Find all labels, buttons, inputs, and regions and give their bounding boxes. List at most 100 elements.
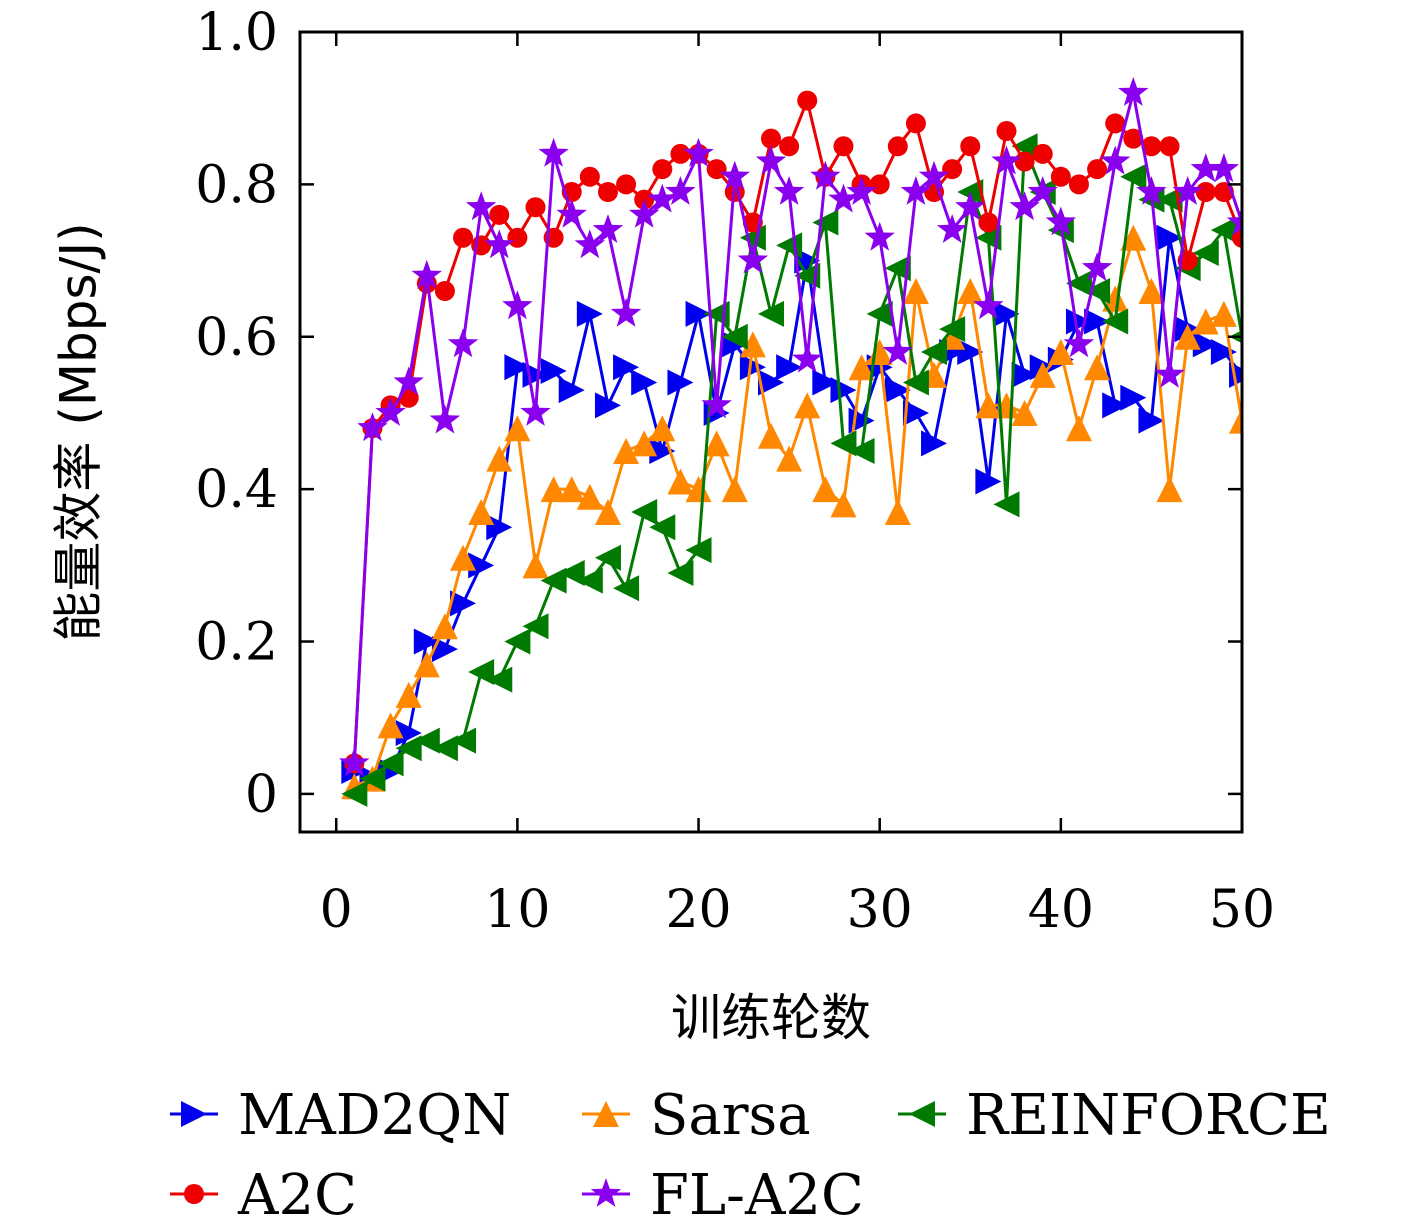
a2c-point: [507, 227, 528, 248]
sarsa-point: [613, 438, 640, 465]
mad2qn-point: [1065, 308, 1092, 335]
mad2qn-point: [613, 354, 640, 381]
x-tick-label: 30: [847, 880, 913, 940]
mad2qn-point: [468, 552, 495, 579]
mad2qn-point: [1011, 361, 1038, 388]
fl-a2c-point: [629, 198, 660, 228]
a2c-point: [869, 174, 890, 195]
fl-a2c-point: [1118, 77, 1149, 106]
sarsa-point: [1210, 300, 1237, 327]
a2c-point: [1159, 136, 1180, 157]
mad2qn-point: [975, 468, 1002, 495]
sarsa-point: [866, 339, 893, 365]
reinforce-point: [613, 575, 640, 602]
reinforce-point: [1210, 217, 1237, 244]
mad2qn-point: [902, 399, 929, 426]
a2c-point: [652, 159, 673, 180]
sarsa-point: [486, 445, 513, 472]
fl-a2c-point: [429, 404, 461, 434]
sarsa-point: [594, 499, 621, 525]
fl-a2c-point: [1226, 206, 1242, 236]
fl-a2c-point: [1190, 153, 1221, 183]
fl-a2c-point: [1009, 191, 1040, 221]
reinforce-point: [884, 255, 911, 282]
y-tick-label: 0.4: [195, 460, 278, 520]
fl-a2c-point: [1154, 358, 1185, 388]
fl-a2c-point: [610, 297, 642, 327]
sarsa-point: [957, 278, 984, 305]
a2c-point: [978, 212, 999, 233]
fl-a2c-line: [352, 91, 1242, 764]
reinforce-point: [830, 430, 857, 457]
a2c-point: [579, 166, 600, 187]
mad2qn-point: [450, 590, 477, 617]
fl-a2c-point: [538, 137, 569, 167]
a2c-point: [1068, 174, 1089, 195]
mad2qn-point: [921, 430, 948, 457]
fl-a2c-point: [864, 221, 895, 251]
reinforce-point: [468, 659, 495, 685]
fl-a2c-point: [810, 160, 841, 190]
sarsa-point: [1156, 476, 1183, 503]
ticks-layer: 0 10 20 30 40 50 0 0.2 0.4 0.6 0.8 1.0: [195, 3, 1275, 940]
mad2qn-point: [558, 377, 585, 404]
fl-a2c-point: [828, 183, 859, 213]
fl-a2c-point: [357, 412, 388, 442]
a2c-point: [670, 143, 691, 164]
sarsa-point: [1047, 339, 1074, 365]
fl-a2c-point: [375, 397, 406, 426]
fl-a2c-point: [991, 145, 1022, 175]
sarsa-point: [558, 476, 585, 503]
reinforce-point: [667, 559, 694, 586]
legend-label: Sarsa: [650, 1083, 811, 1148]
sarsa-point: [776, 445, 803, 472]
legend: MAD2QN Sarsa REINFORCE A2C FL-A2C: [170, 1083, 1331, 1228]
sarsa-point: [721, 476, 748, 503]
fl-a2c-point: [574, 229, 606, 259]
a2c-point: [616, 174, 637, 195]
x-tick-label: 50: [1209, 880, 1275, 940]
plot-frame: [298, 30, 1244, 834]
a2c-point: [1195, 182, 1216, 202]
sarsa-point: [504, 415, 531, 442]
sarsa-point: [812, 476, 839, 503]
a2c-point: [761, 128, 781, 149]
mad2qn-point: [431, 636, 458, 663]
mad2qn-point: [812, 369, 839, 396]
legend-label: A2C: [237, 1163, 357, 1228]
sarsa-point: [1192, 308, 1219, 335]
mad2qn-point: [1210, 339, 1237, 365]
fl-a2c-point: [882, 336, 913, 365]
fl-a2c-point: [755, 145, 787, 175]
sarsa-point: [450, 544, 477, 571]
reinforce-point: [522, 613, 549, 640]
fl-a2c-point: [556, 198, 587, 228]
a2c-point: [905, 113, 926, 134]
y-tick-label: 0.6: [195, 308, 278, 368]
reinforce-point: [1192, 239, 1219, 266]
reinforce-point: [341, 780, 368, 807]
fl-a2c-point: [773, 176, 805, 205]
fl-a2c-point: [1045, 206, 1077, 236]
fl-a2c-point: [792, 343, 823, 373]
reinforce-point: [848, 438, 875, 465]
mad2qn-point: [758, 369, 784, 396]
fl-a2c-point: [411, 259, 442, 289]
a2c-point: [887, 136, 908, 157]
fl-a2c-point: [647, 183, 678, 213]
mad2qn-point: [504, 354, 531, 381]
a2c-point: [1141, 136, 1162, 157]
fl-a2c-point: [1136, 176, 1167, 205]
sarsa-point: [975, 392, 1002, 419]
reinforce-point: [1011, 133, 1038, 160]
reinforce-point: [486, 666, 513, 693]
x-tick-label: 10: [484, 880, 550, 940]
fl-a2c-point: [465, 191, 497, 221]
sarsa-point: [576, 483, 603, 510]
fl-a2c-point: [447, 328, 479, 358]
legend-item-fl-a2c: FL-A2C: [582, 1163, 864, 1228]
fl-a2c-point: [1172, 176, 1203, 205]
reinforce-point: [1120, 163, 1147, 190]
a2c-point: [1050, 166, 1071, 187]
